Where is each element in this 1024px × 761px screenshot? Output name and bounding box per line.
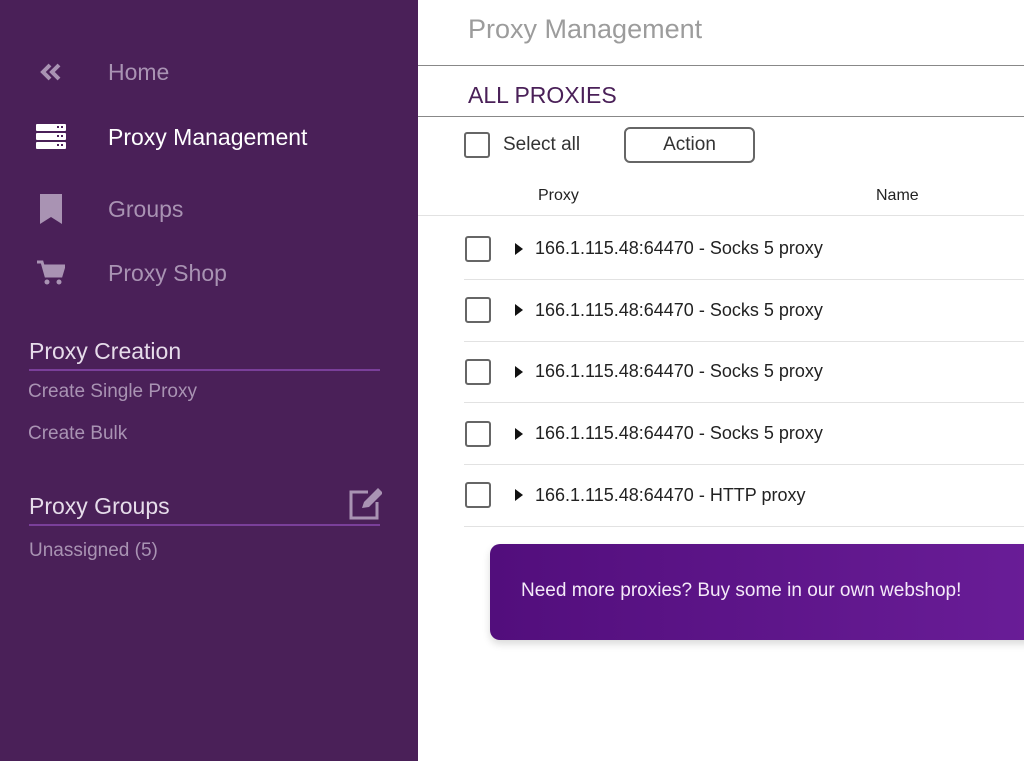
expand-triangle-icon[interactable]: [515, 242, 523, 255]
table-row[interactable]: 166.1.115.48:64470 - Socks 5 proxy: [464, 218, 1024, 280]
expand-triangle-icon[interactable]: [515, 427, 523, 440]
double-chevron-left-icon: [36, 63, 66, 81]
sidebar: Home Proxy Management Groups Proxy Shop …: [0, 0, 418, 761]
table-row[interactable]: 166.1.115.48:64470 - Socks 5 proxy: [464, 280, 1024, 342]
create-bulk-link[interactable]: Create Bulk: [28, 423, 128, 444]
section-title: ALL PROXIES: [468, 82, 617, 108]
select-all[interactable]: Select all: [464, 132, 580, 158]
column-header-name[interactable]: Name: [876, 187, 919, 204]
action-button[interactable]: Action: [624, 127, 755, 163]
divider: [418, 65, 1024, 66]
expand-triangle-icon[interactable]: [515, 365, 523, 378]
row-checkbox[interactable]: [465, 482, 491, 509]
row-checkbox[interactable]: [465, 235, 491, 262]
page-title: Proxy Management: [468, 14, 703, 44]
server-icon: [36, 123, 66, 151]
proxy-label: 166.1.115.48:64470 - Socks 5 proxy: [535, 299, 823, 320]
expand-triangle-icon[interactable]: [515, 489, 523, 502]
bookmark-icon: [36, 194, 66, 224]
unassigned-group-link[interactable]: Unassigned (5): [29, 540, 158, 561]
main-content: Proxy Management ALL PROXIES Select all …: [418, 0, 1024, 761]
edit-icon[interactable]: [348, 488, 383, 525]
proxy-groups-heading: Proxy Groups: [29, 493, 380, 526]
webshop-banner[interactable]: Need more proxies? Buy some in our own w…: [490, 544, 1024, 640]
row-checkbox[interactable]: [465, 297, 491, 324]
column-header-proxy[interactable]: Proxy: [538, 187, 579, 204]
cart-icon: [36, 260, 66, 286]
divider: [418, 116, 1024, 117]
table-row[interactable]: 166.1.115.48:64470 - Socks 5 proxy: [464, 403, 1024, 466]
proxy-label: 166.1.115.48:64470 - Socks 5 proxy: [535, 423, 823, 444]
row-checkbox[interactable]: [465, 358, 491, 385]
table-row[interactable]: 166.1.115.48:64470 - HTTP proxy: [464, 465, 1024, 527]
select-all-checkbox[interactable]: [464, 132, 490, 158]
proxy-label: 166.1.115.48:64470 - Socks 5 proxy: [535, 361, 823, 382]
proxy-creation-heading: Proxy Creation: [29, 338, 380, 371]
proxy-label: 166.1.115.48:64470 - Socks 5 proxy: [535, 238, 823, 258]
table-row[interactable]: 166.1.115.48:64470 - Socks 5 proxy: [464, 341, 1024, 404]
divider: [418, 215, 1024, 216]
row-checkbox[interactable]: [465, 420, 491, 447]
expand-triangle-icon[interactable]: [515, 304, 523, 317]
proxy-label: 166.1.115.48:64470 - HTTP proxy: [535, 484, 806, 505]
create-single-proxy-link[interactable]: Create Single Proxy: [28, 381, 197, 402]
